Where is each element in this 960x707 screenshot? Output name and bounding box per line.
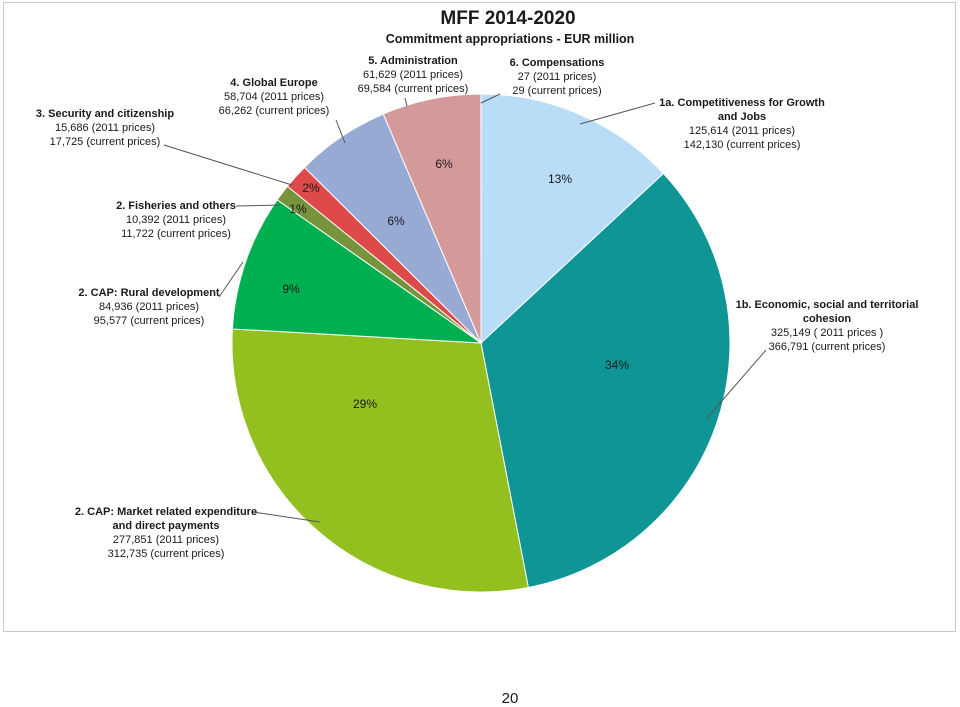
percent-label-s4: 6% [387, 214, 405, 228]
chart-title: MFF 2014-2020 [440, 8, 575, 29]
slice-value-s2m-1: 312,735 (current prices) [108, 548, 225, 560]
page-number: 20 [0, 690, 960, 707]
slice-value-s2f-0: 10,392 (2011 prices) [126, 214, 226, 226]
slice-value-s1b-1: 366,791 (current prices) [769, 341, 886, 353]
slice-value-s2f-1: 11,722 (current prices) [121, 228, 231, 240]
callout-s2m: 2. CAP: Market related expenditure and di… [75, 506, 257, 560]
percent-label-s1b: 34% [605, 358, 629, 372]
chart-subtitle: Commitment appropriations - EUR million [386, 32, 635, 46]
slice-value-s1a-0: 125,614 (2011 prices) [689, 125, 795, 137]
slice-name-s2f-0: 2. Fisheries and others [116, 200, 236, 212]
callout-s2f: 2. Fisheries and others 10,392 (2011 pric… [116, 200, 236, 240]
slice-value-s3-0: 15,686 (2011 prices) [55, 122, 155, 134]
slice-name-s2m-1: and direct payments [113, 520, 220, 532]
slice-value-s2r-1: 95,577 (current prices) [94, 315, 205, 327]
slice-value-s1b-0: 325,149 ( 2011 prices ) [771, 327, 883, 339]
callout-s6: 6. Compensations 27 (2011 prices) 29 (curr… [510, 57, 605, 97]
callout-s3: 3. Security and citizenship 15,686 (2011 … [36, 108, 174, 148]
leader-line-s3 [164, 145, 292, 185]
slice-name-s6-0: 6. Compensations [510, 57, 605, 69]
slice-value-s1a-1: 142,130 (current prices) [684, 139, 801, 151]
slice-name-s5-0: 5. Administration [368, 55, 458, 67]
slice-name-s1a-0: 1a. Competitiveness for Growth [659, 97, 825, 109]
callout-s4: 4. Global Europe 58,704 (2011 prices) 66,2… [219, 77, 330, 117]
leader-line-s5 [405, 98, 407, 106]
slice-value-s2r-0: 84,936 (2011 prices) [99, 301, 199, 313]
leader-line-s1a [580, 103, 655, 124]
callout-s1b: 1b. Economic, social and territorial cohe… [736, 299, 919, 353]
slice-value-s2m-0: 277,851 (2011 prices) [113, 534, 219, 546]
slice-name-s2r-0: 2. CAP: Rural development [78, 287, 220, 299]
slice-value-s6-1: 29 (current prices) [512, 85, 601, 97]
callout-s1a: 1a. Competitiveness for Growth and Jobs 12… [659, 97, 825, 151]
slice-value-s5-0: 61,629 (2011 prices) [363, 69, 463, 81]
slice-value-s6-0: 27 (2011 prices) [518, 71, 597, 83]
percent-label-s2r: 9% [282, 282, 300, 296]
slice-name-s2m-0: 2. CAP: Market related expenditure [75, 506, 257, 518]
callout-s2r: 2. CAP: Rural development 84,936 (2011 pr… [78, 287, 220, 327]
slice-value-s4-1: 66,262 (current prices) [219, 105, 330, 117]
pie-slices [232, 94, 730, 592]
slice-name-s1b-0: 1b. Economic, social and territorial [736, 299, 919, 311]
slice-name-s4-0: 4. Global Europe [230, 77, 317, 89]
slice-value-s5-1: 69,584 (current prices) [358, 83, 469, 95]
slice-value-s3-1: 17,725 (current prices) [50, 136, 161, 148]
callout-s5: 5. Administration 61,629 (2011 prices) 69,… [358, 55, 469, 95]
percent-label-s2f: 1% [289, 202, 307, 216]
percent-label-s2m: 29% [353, 397, 377, 411]
percent-label-s1a: 13% [548, 172, 572, 186]
slice-name-s1a-1: and Jobs [718, 111, 766, 123]
slice-name-s1b-1: cohesion [803, 313, 852, 325]
percent-label-s5: 6% [435, 157, 453, 171]
slice-name-s3-0: 3. Security and citizenship [36, 108, 174, 120]
percent-label-s3: 2% [302, 181, 320, 195]
slice-s2m [232, 329, 528, 592]
slice-value-s4-0: 58,704 (2011 prices) [224, 91, 324, 103]
